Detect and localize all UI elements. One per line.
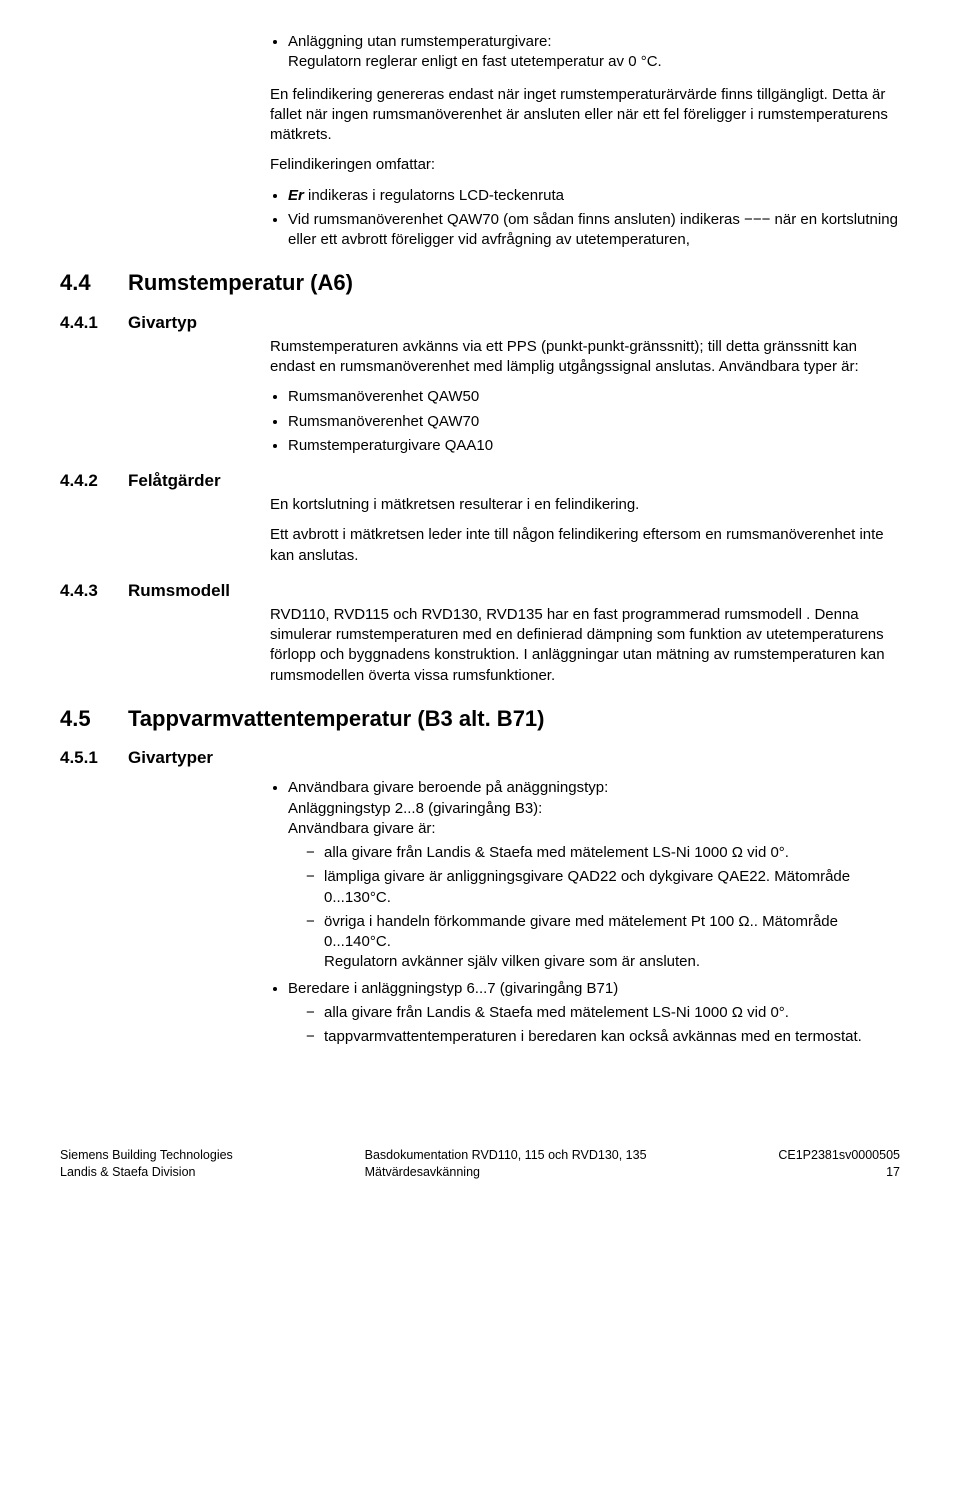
section-4-4-1: 4.4.1 Givartyp	[60, 312, 900, 335]
s451-body: Användbara givare beroende på anäggnings…	[270, 778, 900, 1047]
text: Ett avbrott i mätkretsen leder inte till…	[270, 525, 900, 566]
list-item: Rumsmanöverenhet QAW70	[288, 412, 900, 432]
section-number: 4.5	[60, 704, 128, 734]
intro-p2: Felindikeringen omfattar:	[270, 155, 900, 175]
subsection-title: Felåtgärder	[128, 470, 900, 493]
text: RVD110, RVD115 och RVD130, RVD135 har en…	[270, 605, 900, 686]
footer-text: CE1P2381sv0000505	[778, 1147, 900, 1164]
dash-item: alla givare från Landis & Staefa med mät…	[306, 1003, 900, 1023]
footer-text: Mätvärdesavkänning	[365, 1164, 647, 1181]
list-item: Rumsmanöverenhet QAW50	[288, 387, 900, 407]
section-number: 4.4	[60, 268, 128, 298]
footer-left: Siemens Building Technologies Landis & S…	[60, 1147, 233, 1181]
subsection-title: Givartyp	[128, 312, 900, 335]
section-title: Tappvarmvattentemperatur (B3 alt. B71)	[128, 704, 900, 734]
footer-center: Basdokumentation RVD110, 115 och RVD130,…	[365, 1147, 647, 1181]
subsection-title: Givartyper	[128, 747, 900, 770]
dash-item: övriga i handeln förkommande givare med …	[306, 912, 900, 973]
text: Regulatorn reglerar enligt en fast utete…	[288, 53, 662, 70]
subsection-title: Rumsmodell	[128, 580, 900, 603]
footer-text: Siemens Building Technologies	[60, 1147, 233, 1164]
subsection-number: 4.4.3	[60, 580, 128, 603]
list-item: Användbara givare beroende på anäggnings…	[288, 778, 900, 972]
subsection-number: 4.4.1	[60, 312, 128, 335]
section-4-5: 4.5 Tappvarmvattentemperatur (B3 alt. B7…	[60, 704, 900, 734]
section-4-4-2: 4.4.2 Felåtgärder	[60, 470, 900, 493]
footer-text: Basdokumentation RVD110, 115 och RVD130,…	[365, 1147, 647, 1164]
intro-bullet-1: Anläggning utan rumstemperaturgivare: Re…	[288, 32, 900, 73]
footer-text: Landis & Staefa Division	[60, 1164, 233, 1181]
page-footer: Siemens Building Technologies Landis & S…	[60, 1147, 900, 1181]
s442-body: En kortslutning i mätkretsen resulterar …	[270, 495, 900, 566]
footer-right: CE1P2381sv0000505 17	[778, 1147, 900, 1181]
text: indikeras i regulatorns LCD-teckenruta	[304, 187, 564, 204]
intro-bullet-3: Vid rumsmanöverenhet QAW70 (om sådan fin…	[288, 210, 900, 251]
subsection-number: 4.5.1	[60, 747, 128, 770]
intro-block: Anläggning utan rumstemperaturgivare: Re…	[270, 32, 900, 250]
text: Rumstemperaturen avkänns via ett PPS (pu…	[270, 337, 900, 378]
section-4-4: 4.4 Rumstemperatur (A6)	[60, 268, 900, 298]
text: övriga i handeln förkommande givare med …	[324, 913, 838, 950]
dash-item: tappvarmvattentemperaturen i beredaren k…	[306, 1027, 900, 1047]
dash-item: alla givare från Landis & Staefa med mät…	[306, 843, 900, 863]
text: Regulatorn avkänner själv vilken givare …	[324, 953, 700, 970]
text: Anläggning utan rumstemperaturgivare:	[288, 33, 551, 50]
intro-bullet-er: Er indikeras i regulatorns LCD-teckenrut…	[288, 186, 900, 206]
intro-p1: En felindikering genereras endast när in…	[270, 85, 900, 146]
text: Beredare i anläggningstyp 6...7 (givarin…	[288, 980, 618, 997]
section-4-5-1: 4.5.1 Givartyper	[60, 747, 900, 770]
section-4-4-3: 4.4.3 Rumsmodell	[60, 580, 900, 603]
text: Anläggningstyp 2...8 (givaringång B3):	[288, 800, 542, 817]
s441-body: Rumstemperaturen avkänns via ett PPS (pu…	[270, 337, 900, 456]
er-code: Er	[288, 187, 304, 204]
s443-body: RVD110, RVD115 och RVD130, RVD135 har en…	[270, 605, 900, 686]
page-number: 17	[778, 1164, 900, 1181]
list-item: Beredare i anläggningstyp 6...7 (givarin…	[288, 979, 900, 1048]
dash-item: lämpliga givare är anliggningsgivare QAD…	[306, 867, 900, 908]
section-title: Rumstemperatur (A6)	[128, 268, 900, 298]
text: Användbara givare är:	[288, 820, 436, 837]
list-item: Rumstemperaturgivare QAA10	[288, 436, 900, 456]
text: En kortslutning i mätkretsen resulterar …	[270, 495, 900, 515]
subsection-number: 4.4.2	[60, 470, 128, 493]
text: Användbara givare beroende på anäggnings…	[288, 779, 608, 796]
